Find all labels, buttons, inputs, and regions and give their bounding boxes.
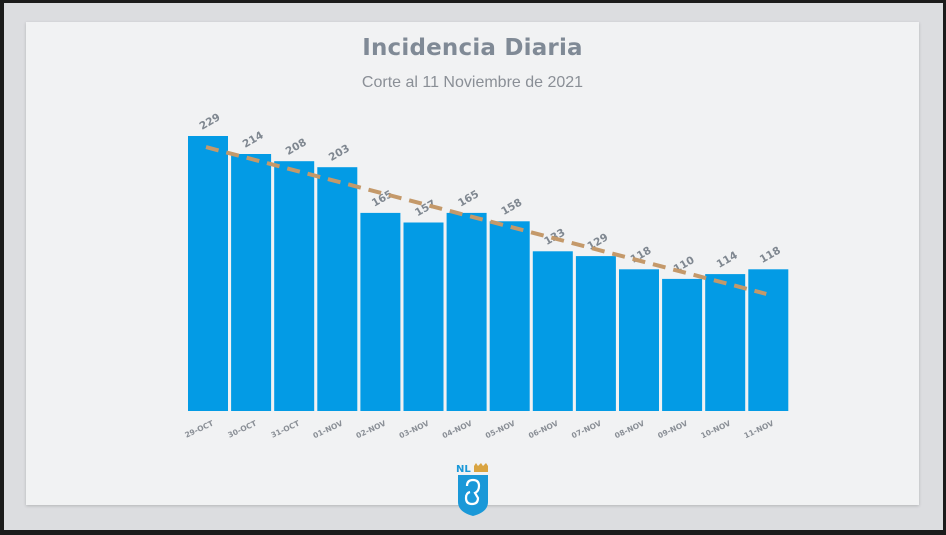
bar-10-nov [705, 274, 746, 411]
x-tick-11-nov: 11-NOV [743, 419, 776, 441]
x-tick-07-nov: 07-NOV [570, 419, 603, 441]
logo-text: NL [456, 464, 471, 475]
value-label-10-nov: 114 [715, 249, 740, 270]
value-label-29-oct: 229 [198, 111, 223, 132]
bar-11-nov [748, 269, 789, 411]
x-tick-30-oct: 30-OCT [226, 418, 258, 439]
bar-30-oct [231, 154, 272, 411]
bar-06-nov [532, 251, 573, 411]
x-tick-29-oct: 29-OCT [183, 418, 215, 439]
window-frame-left [0, 0, 4, 535]
bar-31-oct [274, 161, 315, 411]
bar-08-nov [619, 269, 659, 411]
x-tick-10-nov: 10-NOV [699, 419, 732, 441]
chart-subtitle: Corte al 11 Noviembre de 2021 [361, 74, 584, 91]
bar-29-oct [188, 136, 228, 411]
x-tick-09-nov: 09-NOV [656, 419, 689, 441]
window-frame-bottom [0, 530, 946, 535]
value-label-04-nov: 165 [456, 188, 481, 209]
bar-03-nov [403, 222, 444, 411]
x-tick-labels-group: 29-OCT 30-OCT 31-OCT 01-NOV 02-NOV 03-NOV 04-N… [183, 418, 775, 440]
bar-chart: 2292142082031651571651581331291181101141… [183, 111, 789, 440]
x-tick-05-nov: 05-NOV [484, 419, 517, 441]
x-tick-08-nov: 08-NOV [613, 419, 646, 441]
value-label-01-nov: 203 [327, 142, 352, 163]
nl-logo: NL [456, 463, 488, 516]
x-tick-06-nov: 06-NOV [527, 419, 560, 441]
bar-09-nov [662, 278, 703, 411]
value-label-30-oct: 214 [241, 129, 266, 150]
value-label-31-oct: 208 [284, 136, 309, 157]
x-tick-31-oct: 31-OCT [270, 418, 302, 439]
x-tick-01-nov: 01-NOV [312, 419, 345, 441]
bar-07-nov [575, 256, 616, 411]
x-tick-02-nov: 02-NOV [355, 419, 388, 441]
bar-04-nov [446, 212, 487, 411]
logo-emblem-icon [464, 478, 481, 506]
window-frame-right [943, 0, 946, 535]
bar-05-nov [489, 221, 530, 411]
window-frame-top [0, 0, 946, 3]
value-label-05-nov: 158 [499, 197, 524, 218]
shield-icon [458, 475, 488, 516]
bar-02-nov [360, 212, 401, 411]
trend-line [205, 145, 767, 296]
bars-group [188, 136, 789, 411]
crown-icon [474, 463, 488, 472]
value-label-11-nov: 118 [758, 245, 783, 266]
bar-01-nov [317, 167, 358, 411]
chart-title: Incidencia Diaria [362, 35, 583, 61]
x-tick-04-nov: 04-NOV [441, 419, 474, 441]
x-tick-03-nov: 03-NOV [398, 419, 431, 441]
chart-card: Incidencia Diaria Corte al 11 Noviembre … [26, 22, 919, 516]
